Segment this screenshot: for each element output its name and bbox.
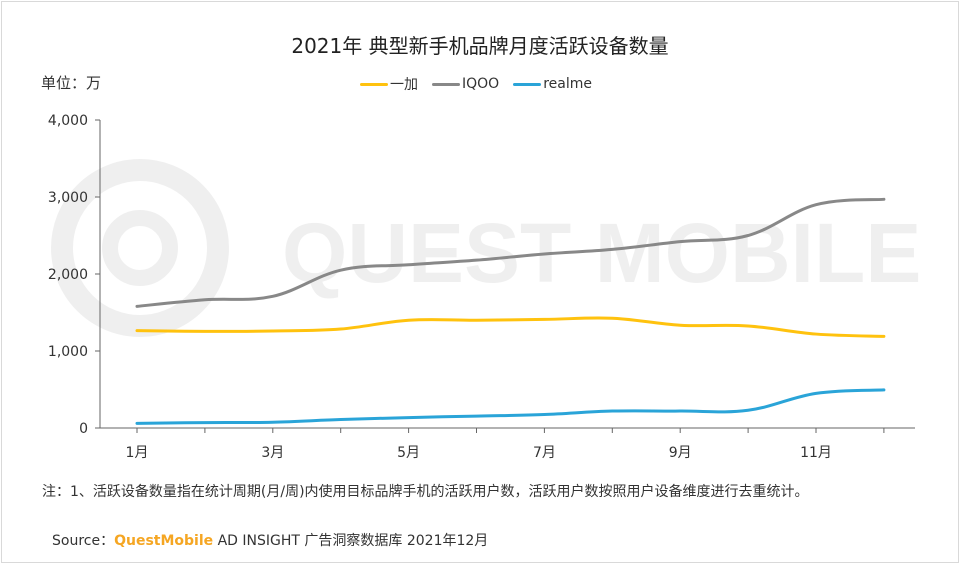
source-brand: QuestMobile bbox=[114, 533, 214, 549]
legend-item-oneplus: 一加 bbox=[360, 74, 418, 94]
chart-title: 2021年 典型新手机品牌月度活跃设备数量 bbox=[291, 34, 669, 58]
x-tick-label: 7月 bbox=[533, 445, 556, 461]
legend-swatch-realme bbox=[513, 82, 542, 86]
watermark-logo: QUEST MOBILE bbox=[51, 159, 921, 337]
legend-label-iqoo: IQOO bbox=[462, 76, 500, 92]
footnote: 注：1、活跃设备数量指在统计周期(月/周)内使用目标品牌手机的活跃用户数，活跃用… bbox=[42, 484, 809, 500]
legend: 一加 IQOO realme bbox=[360, 74, 606, 94]
watermark-text: QUEST MOBILE bbox=[282, 206, 921, 300]
legend-label-realme: realme bbox=[543, 76, 592, 92]
series-line-oneplus bbox=[135, 316, 886, 338]
y-tick-label: 1,000 bbox=[48, 344, 88, 360]
y-tick-label: 2,000 bbox=[48, 267, 88, 283]
x-tick-label: 1月 bbox=[126, 445, 149, 461]
legend-swatch-iqoo bbox=[432, 82, 460, 86]
unit-label: 单位：万 bbox=[41, 74, 102, 92]
legend-item-iqoo: IQOO bbox=[432, 76, 499, 92]
x-tick-label: 11月 bbox=[800, 445, 832, 461]
source-suffix: AD INSIGHT 广告洞察数据库 2021年12月 bbox=[213, 533, 489, 549]
x-tick-label: 9月 bbox=[669, 445, 692, 461]
legend-label-oneplus: 一加 bbox=[390, 77, 418, 93]
legend-swatch-oneplus bbox=[360, 82, 388, 86]
x-tick-label: 3月 bbox=[261, 445, 284, 461]
x-tick-label: 5月 bbox=[397, 445, 420, 461]
series-line-realme bbox=[135, 388, 886, 425]
source-line: Source：QuestMobile AD INSIGHT 广告洞察数据库 20… bbox=[52, 530, 488, 550]
source-prefix: Source： bbox=[52, 533, 115, 549]
legend-item-realme: realme bbox=[513, 76, 592, 92]
y-tick-label: 4,000 bbox=[48, 113, 88, 129]
y-tick-label: 3,000 bbox=[48, 190, 88, 206]
y-tick-label: 0 bbox=[79, 421, 88, 437]
series-line-iqoo bbox=[135, 197, 886, 308]
